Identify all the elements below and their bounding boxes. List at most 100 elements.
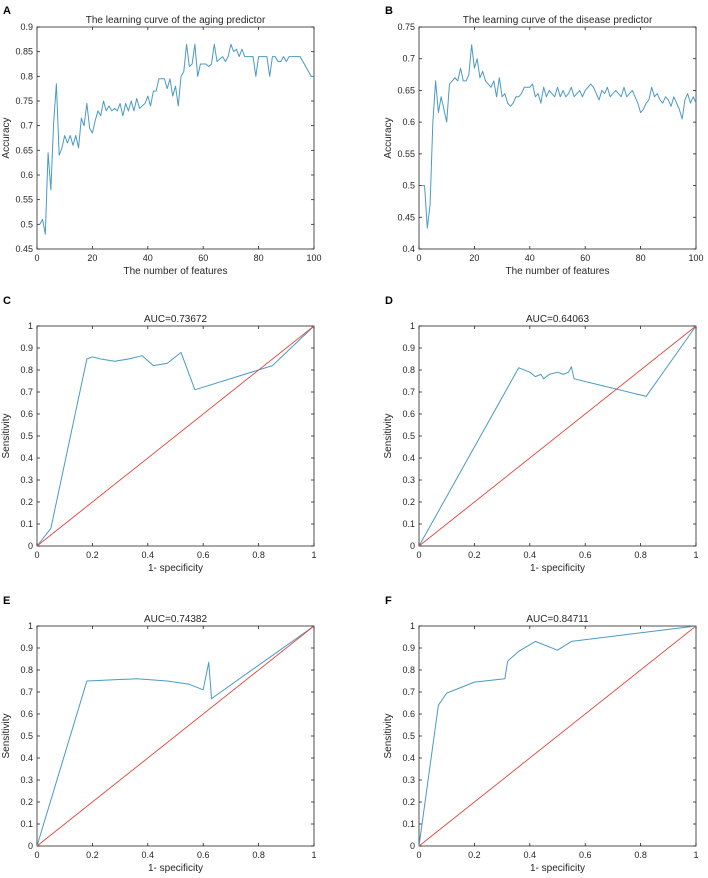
y-tick-label: 0.7: [20, 121, 33, 131]
y-tick-label: 0.7: [20, 687, 33, 697]
y-tick-label: 0.5: [402, 731, 415, 741]
y-tick-label: 0.45: [397, 212, 415, 222]
y-tick-label: 0.1: [402, 519, 415, 529]
y-tick-label: 0.5: [20, 731, 33, 741]
y-tick-label: 0.3: [402, 475, 415, 485]
x-tick-label: 0.8: [634, 850, 647, 860]
x-axis-label: 1- specificity: [530, 863, 585, 874]
chart-title: AUC=0.64063: [526, 314, 590, 325]
panel-letter: A: [3, 5, 11, 17]
y-tick-label: 0.6: [402, 409, 415, 419]
y-tick-label: 0.65: [397, 85, 415, 95]
y-tick-label: 0.4: [402, 453, 415, 463]
series-line-ROC: [36, 325, 315, 547]
chart-title: The learning curve of the disease predic…: [463, 15, 653, 26]
chart-panel-d: D 0 0.2 0.4 0.6 0.8 1 0 0.1 0.2 0.3 0.4 0.5 0.6 0.7 0.8…: [383, 295, 699, 574]
series-line-ROC: [418, 325, 697, 547]
chart-panel-c: C 0 0.2 0.4 0.6 0.8 1 0 0.1 0.2 0.3 0.4 0.5 0.6 0.7 0.8…: [1, 295, 317, 574]
y-tick-label: 0: [410, 541, 415, 551]
x-tick-label: 0.6: [579, 550, 592, 560]
x-tick-label: 40: [525, 253, 535, 263]
y-axis-label: Accuracy: [1, 117, 12, 158]
x-tick-label: 80: [636, 253, 646, 263]
y-tick-label: 0.45: [15, 244, 33, 254]
y-tick-label: 0.65: [15, 145, 33, 155]
x-tick-label: 0.8: [252, 550, 265, 560]
plot-area-frame: [36, 26, 315, 250]
diagonal-reference-line: [418, 625, 697, 847]
y-axis-label: Sensitivity: [383, 413, 394, 458]
x-tick-label: 0.2: [86, 850, 99, 860]
y-tick-label: 0.9: [20, 22, 33, 32]
x-tick-label: 100: [688, 253, 703, 263]
y-axis-label: Sensitivity: [1, 413, 12, 458]
x-tick-label: 0: [416, 550, 421, 560]
y-tick-label: 0.5: [402, 431, 415, 441]
chart-title: AUC=0.73672: [144, 314, 208, 325]
y-tick-label: 0.55: [15, 195, 33, 205]
y-tick-label: 1: [28, 321, 33, 331]
chart-title: The learning curve of the aging predicto…: [86, 15, 266, 26]
x-tick-label: 1: [693, 850, 698, 860]
y-tick-label: 0.2: [20, 797, 33, 807]
panel-letter: C: [3, 295, 11, 307]
y-tick-label: 0.8: [402, 365, 415, 375]
y-axis-label: Sensitivity: [1, 713, 12, 758]
y-tick-label: 0.8: [20, 365, 33, 375]
x-tick-label: 40: [143, 253, 153, 263]
x-tick-label: 0.6: [579, 850, 592, 860]
y-axis-label: Sensitivity: [383, 713, 394, 758]
y-tick-label: 0.1: [402, 819, 415, 829]
y-tick-label: 0.2: [402, 497, 415, 507]
series-line-ROC: [36, 625, 315, 847]
chart-panel-b: B 0 20 40 60 80 100 0.4 0.45 0.5 0.55 0.6 0.65 0.7 0.7…: [383, 5, 704, 277]
y-tick-label: 0.8: [402, 665, 415, 675]
x-tick-label: 0.2: [86, 550, 99, 560]
x-tick-label: 1: [311, 850, 316, 860]
chart-panel-a: A 0 20 40 60 80 100 0.45 0.5 0.55 0.6 0.65 0.7 0.75 0.…: [1, 5, 322, 277]
y-tick-label: 1: [28, 621, 33, 631]
y-tick-label: 0.8: [20, 665, 33, 675]
x-tick-label: 0.4: [142, 850, 155, 860]
panel-letter: B: [385, 5, 393, 17]
x-tick-label: 0.4: [142, 550, 155, 560]
y-tick-label: 0.6: [402, 117, 415, 127]
x-tick-label: 0.4: [524, 550, 537, 560]
x-tick-label: 100: [306, 253, 321, 263]
y-tick-label: 0.7: [402, 54, 415, 64]
x-tick-label: 0.8: [252, 850, 265, 860]
y-tick-label: 0.3: [20, 775, 33, 785]
y-tick-label: 0.85: [15, 47, 33, 57]
y-tick-label: 0: [410, 841, 415, 851]
y-tick-label: 0.7: [402, 387, 415, 397]
x-tick-label: 0.2: [468, 850, 481, 860]
x-tick-label: 0.4: [524, 850, 537, 860]
y-tick-label: 0: [28, 541, 33, 551]
x-axis-label: The number of features: [124, 266, 228, 277]
diagonal-reference-line: [36, 625, 315, 847]
x-axis-label: 1- specificity: [148, 863, 203, 874]
x-axis-label: 1- specificity: [148, 563, 203, 574]
y-tick-label: 0.9: [402, 343, 415, 353]
x-tick-label: 0: [34, 850, 39, 860]
y-tick-label: 0.4: [402, 753, 415, 763]
y-tick-label: 1: [410, 621, 415, 631]
y-tick-label: 0.7: [20, 387, 33, 397]
y-tick-label: 1: [410, 321, 415, 331]
chart-panel-e: E 0 0.2 0.4 0.6 0.8 1 0 0.1 0.2 0.3 0.4 0.5 0.6 0.7 0.8…: [1, 595, 317, 874]
y-axis-label: Accuracy: [383, 117, 394, 158]
y-tick-label: 0.9: [402, 643, 415, 653]
y-tick-label: 0.75: [15, 96, 33, 106]
x-tick-label: 1: [311, 550, 316, 560]
x-axis-label: 1- specificity: [530, 563, 585, 574]
y-tick-label: 0.7: [402, 687, 415, 697]
x-tick-label: 0: [416, 253, 421, 263]
series-line-ROC: [418, 625, 697, 847]
chart-title: AUC=0.74382: [144, 614, 208, 625]
x-tick-label: 20: [469, 253, 479, 263]
y-tick-label: 0.5: [402, 181, 415, 191]
x-tick-label: 60: [580, 253, 590, 263]
x-tick-label: 1: [693, 550, 698, 560]
x-tick-label: 20: [87, 253, 97, 263]
